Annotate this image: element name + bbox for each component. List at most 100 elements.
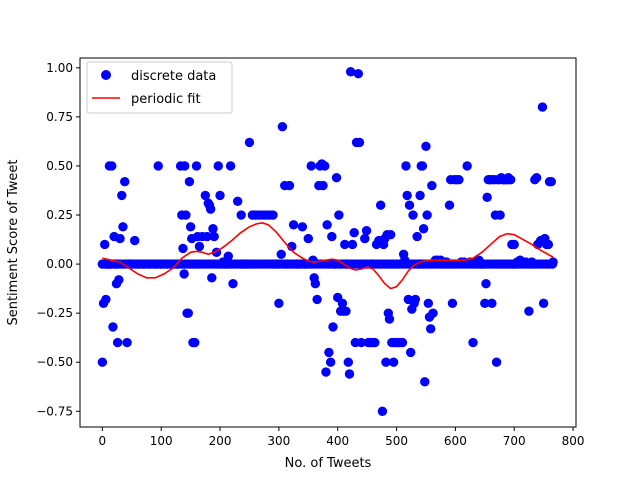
data-point bbox=[444, 200, 455, 210]
data-point bbox=[112, 337, 123, 348]
data-point bbox=[117, 190, 127, 201]
data-point bbox=[349, 227, 359, 238]
x-tick-label: 200 bbox=[209, 434, 232, 448]
data-point bbox=[118, 222, 128, 232]
axes-frame bbox=[79, 57, 577, 428]
legend-label-periodic-fit: periodic fit bbox=[131, 92, 201, 107]
data-point bbox=[547, 259, 558, 269]
ticks: 0 100 200 300 400 500 600 700 800 −0.75 −0.50 −0.25… bbox=[36, 61, 584, 448]
data-point bbox=[412, 231, 422, 242]
y-axis-label: Sentiment Score of Tweet bbox=[6, 159, 21, 325]
data-point bbox=[384, 314, 395, 324]
data-point bbox=[381, 357, 391, 367]
data-point bbox=[397, 337, 408, 348]
data-point bbox=[276, 249, 286, 259]
data-point bbox=[347, 239, 358, 250]
data-point bbox=[509, 239, 519, 250]
data-point bbox=[415, 190, 425, 201]
data-point bbox=[115, 233, 125, 244]
data-layer bbox=[97, 67, 558, 416]
data-point bbox=[337, 298, 348, 309]
data-point bbox=[481, 279, 491, 289]
x-tick-label: 600 bbox=[444, 434, 467, 448]
data-point bbox=[213, 161, 223, 171]
data-point bbox=[130, 235, 140, 246]
data-point bbox=[417, 161, 428, 171]
data-point bbox=[421, 141, 431, 152]
data-point bbox=[185, 222, 196, 232]
data-point bbox=[420, 377, 430, 387]
x-axis-label: No. of Tweets bbox=[285, 456, 372, 471]
data-point bbox=[531, 173, 542, 183]
data-point bbox=[236, 210, 246, 220]
data-point bbox=[404, 200, 415, 210]
data-point bbox=[114, 275, 124, 285]
data-point bbox=[377, 406, 388, 416]
y-tick-label: −0.50 bbox=[36, 355, 73, 369]
data-point bbox=[428, 308, 438, 318]
data-point bbox=[375, 200, 386, 210]
data-point bbox=[297, 222, 308, 232]
x-tick-label: 100 bbox=[150, 434, 173, 448]
y-tick-label: −0.25 bbox=[36, 306, 73, 320]
data-point bbox=[401, 161, 411, 171]
data-point bbox=[356, 337, 366, 348]
data-point bbox=[101, 294, 111, 305]
data-point bbox=[418, 224, 429, 234]
x-tick-label: 500 bbox=[385, 434, 408, 448]
data-point bbox=[425, 324, 436, 334]
y-tick-label: 0.00 bbox=[46, 257, 73, 271]
y-tick-label: −0.75 bbox=[36, 404, 73, 418]
data-point bbox=[181, 210, 191, 220]
data-point bbox=[306, 161, 316, 171]
data-point bbox=[423, 298, 434, 309]
data-point bbox=[331, 173, 342, 183]
data-point bbox=[328, 322, 338, 332]
data-point bbox=[454, 174, 464, 185]
data-point bbox=[388, 357, 399, 367]
legend-label-discrete-data: discrete data bbox=[131, 69, 216, 84]
data-point bbox=[462, 161, 472, 171]
data-point bbox=[288, 220, 299, 230]
data-point bbox=[191, 161, 202, 171]
data-point bbox=[360, 233, 370, 244]
data-point bbox=[183, 308, 193, 318]
data-point bbox=[178, 243, 188, 254]
data-point bbox=[480, 298, 490, 309]
data-point bbox=[344, 369, 355, 379]
x-tick-label: 800 bbox=[562, 434, 585, 448]
data-point bbox=[345, 67, 356, 77]
data-point bbox=[107, 161, 117, 171]
data-point bbox=[447, 298, 458, 309]
data-point bbox=[538, 298, 549, 309]
data-point bbox=[284, 180, 295, 191]
legend-marker-discrete-data bbox=[101, 70, 111, 80]
x-tick-label: 0 bbox=[99, 434, 107, 448]
data-point bbox=[202, 231, 212, 242]
data-point bbox=[108, 322, 118, 332]
x-tick-label: 700 bbox=[503, 434, 526, 448]
data-point bbox=[427, 180, 437, 191]
data-point bbox=[122, 337, 132, 348]
data-point bbox=[205, 204, 216, 214]
y-tick-label: 0.50 bbox=[46, 159, 73, 173]
data-point bbox=[422, 210, 432, 220]
y-tick-label: 0.25 bbox=[46, 208, 73, 222]
data-point bbox=[405, 347, 416, 358]
data-point bbox=[180, 161, 190, 171]
data-point bbox=[97, 357, 108, 367]
data-point bbox=[100, 239, 110, 250]
data-point bbox=[468, 337, 478, 348]
data-point bbox=[194, 241, 205, 252]
data-point bbox=[354, 137, 365, 148]
data-point bbox=[324, 347, 334, 358]
legend: discrete data periodic fit bbox=[86, 61, 233, 114]
data-point bbox=[487, 298, 497, 309]
data-point bbox=[505, 174, 516, 185]
data-point bbox=[200, 190, 211, 201]
data-point bbox=[343, 357, 353, 367]
data-point bbox=[537, 102, 548, 112]
data-point bbox=[361, 226, 372, 236]
data-point bbox=[546, 176, 556, 187]
